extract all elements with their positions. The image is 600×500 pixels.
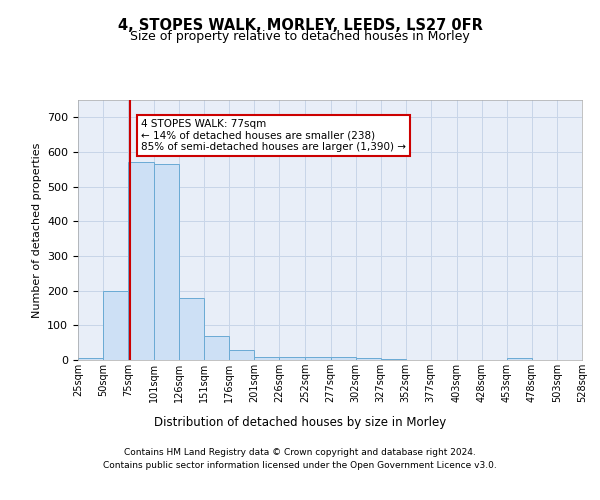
- Bar: [103, 290, 128, 360]
- Text: Size of property relative to detached houses in Morley: Size of property relative to detached ho…: [130, 30, 470, 43]
- Text: Contains public sector information licensed under the Open Government Licence v3: Contains public sector information licen…: [103, 462, 497, 470]
- Bar: [507, 358, 532, 360]
- Text: Distribution of detached houses by size in Morley: Distribution of detached houses by size …: [154, 416, 446, 429]
- Bar: [204, 336, 229, 360]
- Y-axis label: Number of detached properties: Number of detached properties: [32, 142, 41, 318]
- Bar: [305, 357, 331, 360]
- Bar: [154, 164, 179, 360]
- Bar: [380, 359, 406, 360]
- Text: 4, STOPES WALK, MORLEY, LEEDS, LS27 0FR: 4, STOPES WALK, MORLEY, LEEDS, LS27 0FR: [118, 18, 482, 32]
- Bar: [229, 350, 254, 360]
- Bar: [78, 358, 103, 360]
- Text: 4 STOPES WALK: 77sqm
← 14% of detached houses are smaller (238)
85% of semi-deta: 4 STOPES WALK: 77sqm ← 14% of detached h…: [141, 119, 406, 152]
- Bar: [356, 358, 380, 360]
- Bar: [128, 162, 154, 360]
- Text: Contains HM Land Registry data © Crown copyright and database right 2024.: Contains HM Land Registry data © Crown c…: [124, 448, 476, 457]
- Bar: [254, 356, 280, 360]
- Bar: [331, 356, 356, 360]
- Bar: [280, 357, 305, 360]
- Bar: [179, 298, 204, 360]
